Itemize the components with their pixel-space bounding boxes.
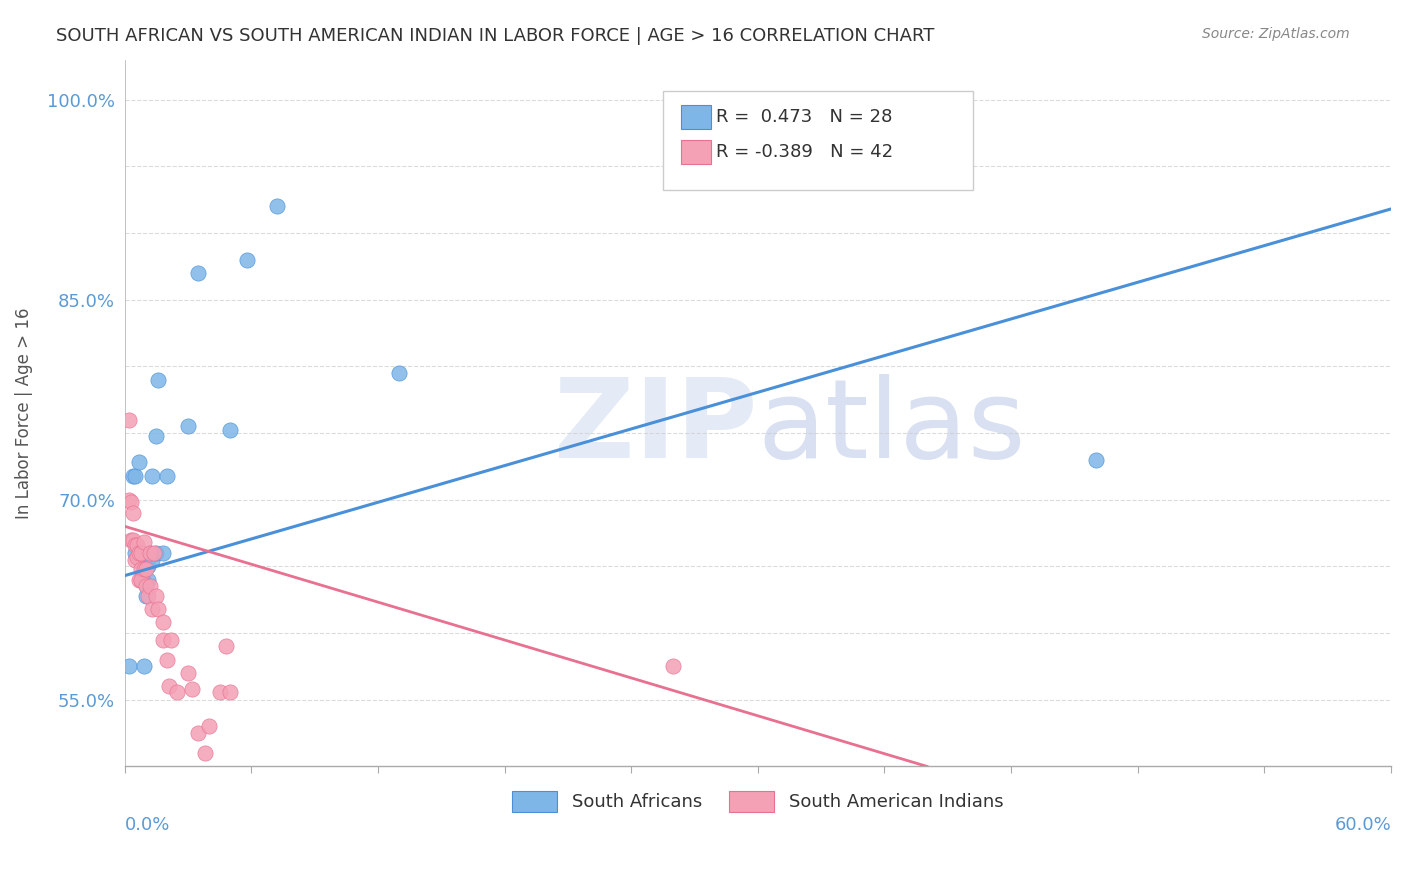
Y-axis label: In Labor Force | Age > 16: In Labor Force | Age > 16: [15, 307, 32, 519]
Point: [219, 423, 242, 437]
Text: 0.0%: 0.0%: [125, 816, 170, 834]
Point: [131, 546, 153, 560]
Point: [131, 562, 153, 576]
Point: [198, 719, 221, 733]
Text: 60.0%: 60.0%: [1334, 816, 1391, 834]
Point: [152, 632, 174, 647]
Point: [118, 412, 141, 426]
Point: [120, 533, 142, 547]
Point: [136, 589, 159, 603]
Point: [136, 559, 159, 574]
Point: [132, 659, 155, 673]
Point: [132, 575, 155, 590]
Point: [135, 589, 157, 603]
Text: ZIP: ZIP: [554, 374, 758, 481]
Text: R = -0.389   N = 42: R = -0.389 N = 42: [716, 144, 893, 161]
Point: [139, 546, 162, 560]
Point: [128, 455, 150, 469]
Point: [662, 659, 685, 673]
Point: [181, 681, 204, 696]
Point: [229, 792, 252, 806]
Point: [156, 468, 179, 483]
Point: [135, 562, 157, 576]
Point: [148, 602, 170, 616]
Point: [152, 546, 174, 560]
Text: Source: ZipAtlas.com: Source: ZipAtlas.com: [1202, 27, 1350, 41]
FancyBboxPatch shape: [662, 91, 973, 190]
Point: [152, 615, 174, 630]
Point: [219, 684, 242, 698]
Point: [124, 552, 146, 566]
Point: [139, 546, 162, 560]
Point: [388, 366, 411, 380]
Point: [148, 373, 170, 387]
Point: [1084, 452, 1107, 467]
Point: [160, 632, 183, 647]
Point: [135, 578, 157, 592]
Point: [139, 579, 162, 593]
Point: [215, 640, 238, 654]
Point: [166, 684, 188, 698]
Point: [127, 538, 149, 552]
Point: [124, 546, 146, 560]
Point: [187, 726, 209, 740]
Point: [141, 552, 163, 566]
Point: [120, 495, 142, 509]
Point: [145, 428, 167, 442]
Point: [156, 653, 179, 667]
Text: SOUTH AFRICAN VS SOUTH AMERICAN INDIAN IN LABOR FORCE | AGE > 16 CORRELATION CHA: SOUTH AFRICAN VS SOUTH AMERICAN INDIAN I…: [56, 27, 935, 45]
Text: atlas: atlas: [758, 374, 1026, 481]
FancyBboxPatch shape: [681, 105, 711, 128]
Point: [122, 506, 145, 520]
Point: [236, 252, 259, 267]
Point: [145, 546, 167, 560]
Point: [131, 573, 153, 587]
Point: [122, 468, 145, 483]
Point: [145, 589, 167, 603]
Point: [141, 468, 163, 483]
Point: [141, 602, 163, 616]
Point: [157, 679, 180, 693]
Point: [131, 573, 153, 587]
Point: [194, 746, 217, 760]
Text: R =  0.473   N = 28: R = 0.473 N = 28: [716, 108, 893, 126]
Point: [143, 546, 166, 560]
FancyBboxPatch shape: [681, 140, 711, 164]
Legend: South Africans, South American Indians: South Africans, South American Indians: [503, 782, 1012, 821]
Point: [124, 468, 146, 483]
Point: [187, 266, 209, 280]
Point: [127, 549, 149, 564]
Point: [118, 659, 141, 673]
Point: [122, 533, 145, 547]
Point: [136, 573, 159, 587]
Point: [131, 546, 153, 560]
Point: [132, 562, 155, 576]
Point: [208, 684, 231, 698]
Point: [266, 199, 288, 213]
Point: [128, 573, 150, 587]
Point: [177, 665, 200, 680]
Point: [118, 492, 141, 507]
Point: [132, 535, 155, 549]
Point: [135, 579, 157, 593]
Point: [177, 419, 200, 434]
Point: [124, 538, 146, 552]
Point: [128, 546, 150, 560]
